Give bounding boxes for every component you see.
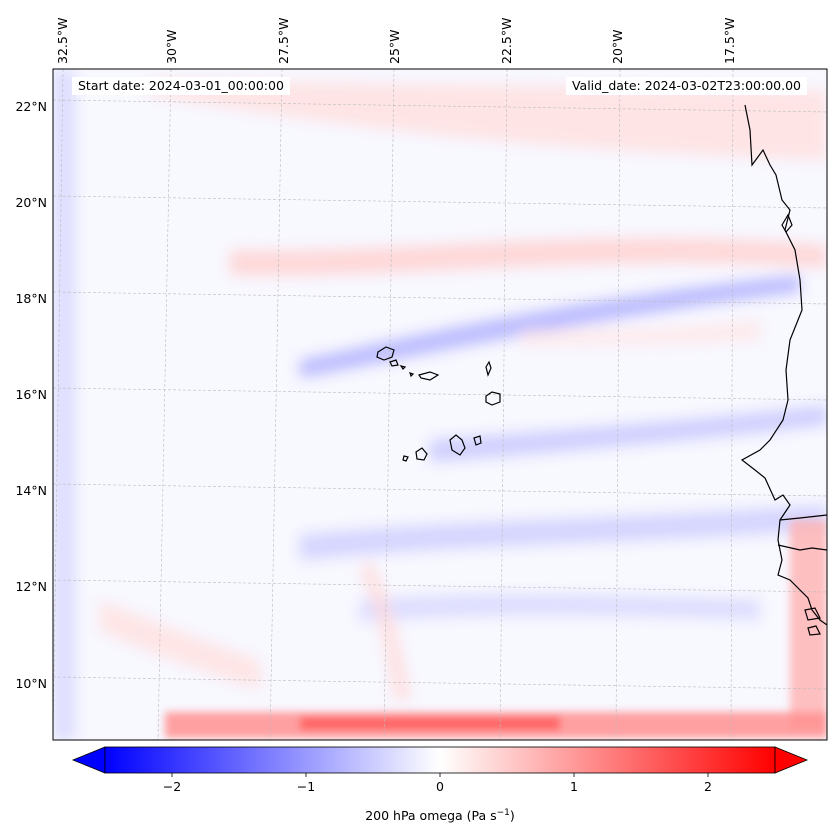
colorbar-tick-label: −1 xyxy=(297,779,315,794)
colorbar-ticks: −2 −1 0 1 2 xyxy=(163,773,712,794)
lat-label: 16°N xyxy=(15,387,47,402)
colorbar-neg-extend xyxy=(71,746,106,774)
colorbar: −2 −1 0 1 2 200 hPa omega (Pa s−1) xyxy=(71,746,809,823)
colorbar-tick-label: 1 xyxy=(570,779,578,794)
lat-label: 18°N xyxy=(15,291,47,306)
lat-label: 10°N xyxy=(15,676,47,691)
lon-label: 32.5°W xyxy=(55,18,70,64)
lat-label: 12°N xyxy=(15,579,47,594)
colorbar-tick-label: 0 xyxy=(436,779,444,794)
lat-label: 20°N xyxy=(15,195,47,210)
lon-label: 22.5°W xyxy=(499,18,514,64)
lon-label: 25°W xyxy=(387,29,402,64)
start-date-label: Start date: 2024-03-01_00:00:00 xyxy=(72,77,290,95)
lon-label: 30°W xyxy=(164,29,179,64)
lat-label: 22°N xyxy=(15,99,47,114)
gridlines xyxy=(53,69,827,740)
lat-label: 14°N xyxy=(15,483,47,498)
lon-label: 27.5°W xyxy=(276,18,291,64)
colorbar-pos-extend xyxy=(774,746,809,774)
colorbar-tick-label: 2 xyxy=(704,779,712,794)
longitude-labels: 32.5°W 30°W 27.5°W 25°W 22.5°W 20°W 17.5… xyxy=(55,18,737,64)
map-panel[interactable] xyxy=(53,69,827,740)
latitude-labels: 22°N 20°N 18°N 16°N 14°N 12°N 10°N xyxy=(15,99,47,691)
lon-label: 20°W xyxy=(610,29,625,64)
colorbar-tick-label: −2 xyxy=(163,779,181,794)
map-background xyxy=(53,69,827,740)
cape-verde-islands xyxy=(376,346,501,462)
valid-date-label: Valid_date: 2024-03-02T23:00:00.00 xyxy=(565,77,807,95)
colorbar-label: 200 hPa omega (Pa s−1) xyxy=(365,808,515,823)
africa-coastline xyxy=(740,104,827,636)
lon-label: 17.5°W xyxy=(722,18,737,64)
colorbar-strip xyxy=(104,746,776,774)
map-border xyxy=(52,68,828,741)
omega-field xyxy=(53,70,827,740)
